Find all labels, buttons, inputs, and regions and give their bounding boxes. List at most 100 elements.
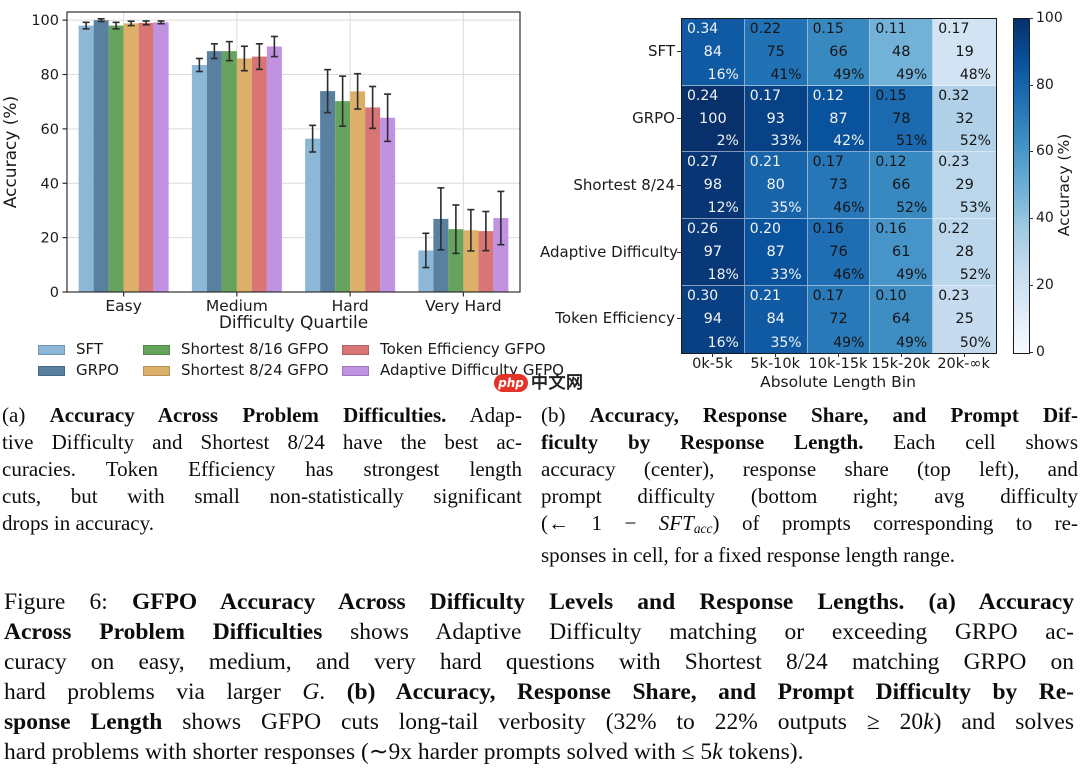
cell-prompt-difficulty: 35%: [770, 200, 802, 217]
heatmap-cell: 0.16 61 49%: [870, 219, 934, 286]
cell-prompt-difficulty: 50%: [959, 334, 991, 351]
cell-accuracy: 84: [703, 43, 723, 60]
bar: [320, 91, 336, 292]
heatmap-row-label: Shortest 8/24: [573, 175, 675, 194]
heatmap-row-label: Adaptive Difficulty: [540, 242, 679, 261]
caption-segment: acc: [693, 520, 713, 536]
bar: [433, 218, 449, 292]
x-tick-label: Easy: [105, 297, 142, 315]
legend-label: Shortest 8/16 GFPO: [181, 340, 329, 358]
row-tick: [677, 51, 681, 53]
cell-prompt-difficulty: 46%: [833, 200, 865, 217]
heatmap-cell: 0.11 48 49%: [870, 19, 934, 86]
legend-item: GRPO: [38, 363, 119, 378]
caption-segment: GFPO Accuracy Across Difficulty Levels a…: [131, 589, 1074, 615]
bar: [138, 22, 154, 293]
col-tick: [963, 352, 965, 357]
caption-segment: (a): [2, 403, 50, 427]
cell-prompt-difficulty: 49%: [896, 334, 928, 351]
x-tick-label: Very Hard: [425, 297, 502, 315]
cell-accuracy: 28: [955, 244, 974, 261]
caption-segment: shows GFPO cuts long-tail verbosity (32%…: [162, 709, 924, 735]
bar: [478, 231, 494, 292]
colorbar-tick-label: 80: [1036, 76, 1054, 93]
caption-segment: Adap-: [446, 403, 522, 427]
cell-prompt-difficulty: 46%: [833, 266, 865, 283]
cell-prompt-difficulty: 49%: [833, 66, 865, 83]
cell-accuracy: 75: [766, 43, 785, 60]
legend-item: SFT: [38, 342, 103, 357]
cell-prompt-difficulty: 2%: [716, 133, 739, 150]
caption-segment: cuts, but with small non-statistically s…: [2, 484, 522, 508]
bar: [418, 250, 434, 292]
caption-segment: Accuracy Across Problem Difficulties.: [49, 403, 447, 427]
caption-segment: Each cell shows: [863, 430, 1079, 454]
heatmap-cell: 0.27 98 12%: [682, 152, 745, 220]
heatmap-row-label: Token Efficiency: [555, 309, 675, 328]
heatmap-cell: 0.22 75 41%: [744, 19, 808, 86]
caption-line: drops in accuracy.: [2, 510, 522, 537]
legend-item: Shortest 8/24 GFPO: [143, 363, 329, 378]
caption-line: accuracy (center), response share (top l…: [541, 456, 1078, 483]
heatmap-col-label: 15k-20k: [871, 355, 931, 372]
caption-line: (b) Accuracy, Response Share, and Prompt…: [541, 402, 1078, 429]
heatmap-cell: 0.17 72 49%: [807, 285, 871, 353]
heatmap-cell: 0.16 76 46%: [807, 219, 871, 286]
caption-line: ficulty by Response Length. Each cell sh…: [541, 429, 1078, 456]
cell-accuracy: 73: [829, 177, 848, 194]
cell-response-share: 0.22: [749, 21, 781, 37]
cell-prompt-difficulty: 53%: [959, 200, 991, 217]
colorbar-tick: [1029, 351, 1033, 353]
bar: [448, 229, 464, 292]
caption-segment: (b) Accuracy, Response Share, and Prompt…: [346, 679, 1075, 705]
y-axis-label: Accuracy (%): [1, 96, 21, 208]
row-tick: [677, 118, 681, 120]
caption-line: sponses in cell, for a fixed response le…: [541, 542, 1078, 569]
cell-response-share: 0.23: [938, 287, 970, 304]
caption-segment: SFT: [658, 511, 694, 535]
legend-label: Adaptive Difficulty GFPO: [380, 361, 564, 379]
bar: [365, 107, 381, 292]
panel-a-bar-chart: 0 20 40 60 80 100 Easy Medium Hard Very Hard Diffi…: [0, 0, 564, 400]
cell-response-share: 0.17: [938, 21, 970, 37]
legend-label: Token Efficiency GFPO: [380, 340, 546, 358]
cell-prompt-difficulty: 49%: [833, 334, 865, 351]
cell-accuracy: 78: [892, 110, 911, 127]
caption-line: Figure 6: GFPO Accuracy Across Difficult…: [4, 587, 1074, 617]
heatmap-cell: 0.21 80 35%: [744, 152, 808, 220]
cell-accuracy: 98: [703, 177, 723, 194]
heatmap-col-label: 10k-15k: [808, 355, 868, 372]
cell-prompt-difficulty: 16%: [707, 66, 739, 83]
cell-response-share: 0.10: [875, 287, 907, 304]
heatmap-cell: 0.12 66 52%: [870, 152, 934, 220]
colorbar-tick-label: 20: [1036, 276, 1054, 293]
col-tick: [838, 352, 839, 357]
caption-line: hard problems via larger G. (b) Accuracy…: [4, 677, 1074, 707]
bar: [266, 46, 282, 292]
colorbar-tick: [1029, 284, 1033, 286]
cell-accuracy: 84: [766, 311, 785, 328]
cell-prompt-difficulty: 35%: [770, 334, 802, 351]
cell-prompt-difficulty: 51%: [896, 133, 928, 150]
caption-line: prompt difficulty (bottom right; avg dif…: [541, 483, 1078, 510]
caption-line: hard problems with shorter responses (∼9…: [4, 737, 1074, 767]
heatmap-cell: 0.24 100 2%: [682, 85, 745, 153]
caption-line: Across Problem Difficulties shows Adapti…: [4, 617, 1074, 647]
heatmap-cell: 0.12 87 42%: [807, 85, 871, 153]
legend-item: Adaptive Difficulty GFPO: [342, 363, 564, 378]
caption-line: curacy on easy, medium, and very hard qu…: [4, 647, 1074, 677]
cell-response-share: 0.15: [875, 87, 907, 104]
bar: [251, 56, 267, 293]
caption-segment: hard problems with shorter responses (∼9…: [4, 739, 713, 765]
legend-swatch: [143, 365, 170, 376]
cell-response-share: 0.12: [812, 87, 844, 104]
x-tick-label: Hard: [332, 297, 369, 315]
colorbar-tick-label: 0: [1036, 343, 1045, 360]
caption-segment: curacies. Token Efficiency has strongest…: [2, 457, 522, 481]
caption-line: curacies. Token Efficiency has strongest…: [2, 456, 522, 483]
caption-line: (← 1 − SFTacc) of prompts corresponding …: [541, 510, 1078, 542]
caption-line: (a) Accuracy Across Problem Difficulties…: [2, 402, 522, 429]
caption-segment: accuracy (center), response share (top l…: [541, 457, 1078, 481]
cell-accuracy: 87: [829, 110, 848, 127]
colorbar-axis-label: Accuracy (%): [1055, 133, 1073, 237]
